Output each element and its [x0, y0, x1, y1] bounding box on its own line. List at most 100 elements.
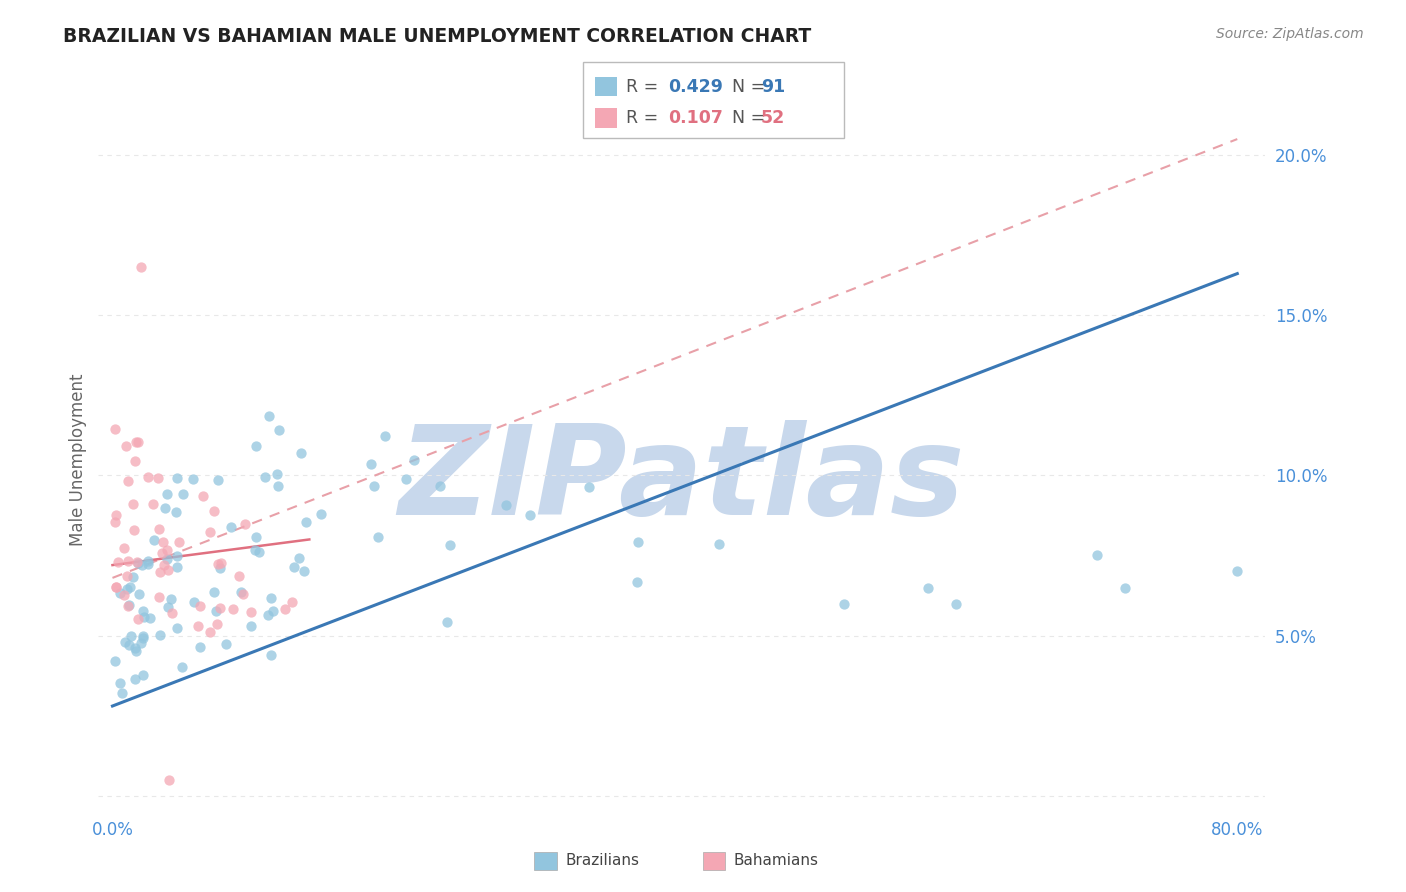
Bahamians	[200, 624, 222, 639]
Brazilians	[404, 453, 426, 467]
Bahamians	[125, 555, 148, 569]
Brazilians	[166, 549, 188, 564]
Brazilians	[249, 545, 271, 559]
Bahamians	[167, 534, 190, 549]
Brazilians	[290, 445, 312, 459]
Bahamians	[150, 546, 173, 560]
Bahamians	[142, 497, 165, 511]
Bahamians	[207, 616, 229, 631]
Y-axis label: Male Unemployment: Male Unemployment	[69, 373, 87, 546]
Brazilians	[219, 520, 242, 534]
Bahamians	[117, 599, 139, 613]
Bahamians	[208, 601, 231, 615]
Brazilians	[1085, 549, 1108, 563]
Bahamians	[129, 260, 152, 275]
Brazilians	[172, 660, 194, 674]
Bahamians	[114, 439, 136, 453]
Brazilians	[104, 654, 127, 668]
Brazilians	[1114, 581, 1136, 595]
Text: R =: R =	[626, 78, 664, 95]
Brazilians	[118, 638, 141, 652]
Brazilians	[267, 423, 290, 437]
Brazilians	[429, 479, 451, 493]
Brazilians	[181, 471, 204, 485]
Brazilians	[202, 584, 225, 599]
Bahamians	[124, 454, 146, 468]
Brazilians	[311, 507, 333, 521]
Text: BRAZILIAN VS BAHAMIAN MALE UNEMPLOYMENT CORRELATION CHART: BRAZILIAN VS BAHAMIAN MALE UNEMPLOYMENT …	[63, 27, 811, 45]
Brazilians	[439, 538, 461, 552]
Brazilians	[124, 672, 146, 686]
Text: 91: 91	[761, 78, 785, 95]
Brazilians	[156, 486, 179, 500]
Brazilians	[108, 675, 131, 690]
Brazilians	[395, 472, 418, 486]
Brazilians	[626, 574, 648, 589]
Brazilians	[136, 557, 159, 571]
Brazilians	[243, 543, 266, 558]
Brazilians	[166, 470, 188, 484]
Brazilians	[165, 506, 187, 520]
Brazilians	[115, 582, 138, 596]
Brazilians	[245, 530, 267, 544]
Brazilians	[131, 558, 153, 572]
Brazilians	[367, 530, 389, 544]
Bahamians	[207, 558, 229, 572]
Brazilians	[132, 629, 155, 643]
Brazilians	[519, 508, 541, 523]
Brazilians	[266, 479, 288, 493]
Brazilians	[108, 586, 131, 600]
Brazilians	[436, 615, 458, 629]
Bahamians	[105, 508, 128, 522]
Brazilians	[120, 629, 142, 643]
Brazilians	[128, 587, 150, 601]
Bahamians	[136, 470, 159, 484]
Bahamians	[149, 565, 172, 579]
Brazilians	[132, 631, 155, 645]
Bahamians	[198, 525, 221, 540]
Brazilians	[188, 640, 211, 655]
Brazilians	[156, 599, 179, 614]
Brazilians	[156, 552, 179, 566]
Bahamians	[148, 590, 170, 604]
Brazilians	[360, 457, 382, 471]
Brazilians	[124, 641, 146, 656]
Brazilians	[114, 635, 136, 649]
Brazilians	[707, 536, 730, 550]
Text: 0.429: 0.429	[668, 78, 723, 95]
Brazilians	[259, 648, 281, 662]
Bahamians	[105, 581, 128, 595]
Bahamians	[211, 556, 233, 570]
Bahamians	[112, 541, 135, 556]
Brazilians	[295, 515, 318, 529]
Brazilians	[118, 598, 141, 612]
Text: R =: R =	[626, 109, 664, 127]
Bahamians	[160, 607, 183, 621]
Brazilians	[155, 501, 177, 516]
Brazilians	[283, 559, 305, 574]
Brazilians	[945, 597, 967, 611]
Bahamians	[156, 542, 179, 557]
Brazilians	[266, 467, 288, 482]
Bahamians	[187, 619, 209, 633]
Bahamians	[157, 563, 180, 577]
Bahamians	[191, 489, 214, 503]
Brazilians	[288, 550, 311, 565]
Text: N =: N =	[721, 109, 770, 127]
Bahamians	[153, 558, 176, 573]
Brazilians	[363, 479, 385, 493]
Brazilians	[245, 439, 267, 453]
Brazilians	[205, 604, 228, 618]
Bahamians	[228, 569, 250, 583]
Bahamians	[117, 474, 139, 488]
Brazilians	[132, 668, 155, 682]
Bahamians	[239, 605, 262, 619]
Brazilians	[231, 584, 253, 599]
Text: ZIPatlas: ZIPatlas	[399, 420, 965, 541]
Bahamians	[124, 435, 146, 450]
Brazilians	[127, 556, 149, 570]
Bahamians	[122, 497, 145, 511]
Brazilians	[374, 429, 396, 443]
Brazilians	[120, 580, 142, 594]
Brazilians	[256, 608, 278, 623]
